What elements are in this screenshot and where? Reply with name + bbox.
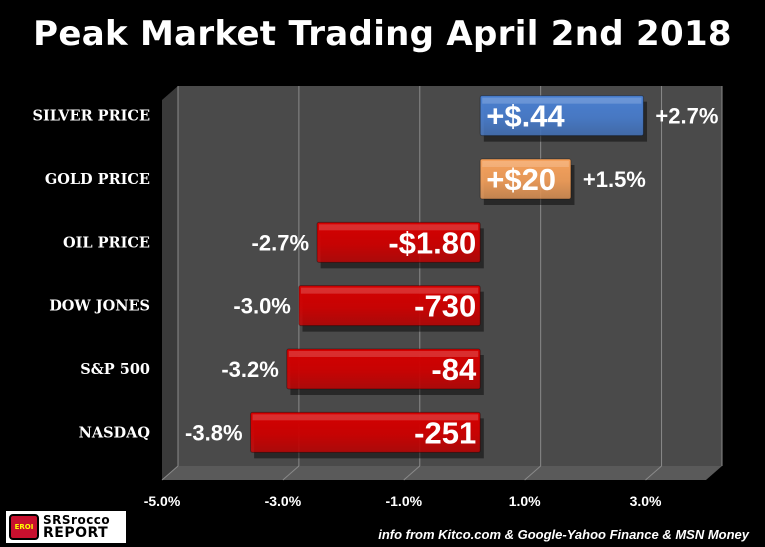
category-label: OIL PRICE bbox=[63, 234, 150, 251]
bar bbox=[479, 95, 644, 137]
category-label: GOLD PRICE bbox=[45, 171, 150, 188]
value-label: +$.44 bbox=[486, 99, 565, 134]
bar-highlight bbox=[252, 414, 479, 421]
plot-side-wall bbox=[162, 86, 178, 480]
gridline-floor bbox=[524, 465, 541, 481]
labels: -5.0% -3.0% -1.0% 1.0% 3.0% SILVER PRICE +$.44… bbox=[33, 99, 719, 509]
gridline-floor bbox=[403, 465, 421, 481]
srsrocco-logo: EROI SRSrocco REPORT bbox=[6, 511, 126, 543]
logo-line2: REPORT bbox=[43, 525, 109, 541]
bar bbox=[316, 221, 481, 263]
bar-highlight bbox=[482, 97, 642, 104]
bar-highlight bbox=[482, 161, 569, 167]
gridline-floor bbox=[161, 465, 179, 481]
value-label: -251 bbox=[414, 415, 476, 450]
bar bbox=[286, 348, 481, 390]
category-label: SILVER PRICE bbox=[33, 108, 150, 125]
gridline-floor bbox=[282, 465, 300, 481]
bar bbox=[479, 158, 572, 200]
percent-label: -2.7% bbox=[252, 230, 309, 255]
chart-title: Peak Market Trading April 2nd 2018 bbox=[33, 14, 732, 54]
bar-highlight bbox=[288, 351, 479, 357]
bar bbox=[298, 285, 481, 327]
category-label: S&P 500 bbox=[80, 361, 150, 378]
x-tick-label: -5.0% bbox=[144, 493, 181, 509]
x-tick-label: -1.0% bbox=[385, 493, 422, 509]
source-note: info from Kitco.com & Google-Yahoo Finan… bbox=[378, 527, 749, 542]
bar bbox=[250, 411, 481, 453]
value-label: -$1.80 bbox=[388, 225, 476, 260]
bar-highlight bbox=[300, 287, 479, 294]
plot-floor bbox=[162, 466, 722, 480]
gridlines bbox=[161, 86, 723, 481]
category-label: DOW JONES bbox=[49, 298, 150, 315]
percent-label: +1.5% bbox=[583, 167, 646, 192]
category-label: NASDAQ bbox=[79, 424, 151, 441]
eroi-logo-icon: EROI bbox=[9, 514, 39, 540]
logo-text: SRSrocco REPORT bbox=[43, 513, 111, 541]
percent-label: -3.8% bbox=[185, 420, 242, 445]
value-label: -84 bbox=[431, 352, 477, 387]
value-label: +$20 bbox=[486, 162, 556, 197]
value-label: -730 bbox=[414, 289, 476, 324]
percent-label: +2.7% bbox=[655, 104, 718, 129]
percent-label: -3.2% bbox=[221, 357, 278, 382]
x-tick-label: -3.0% bbox=[265, 493, 302, 509]
logo-line1: SRSrocco bbox=[43, 513, 111, 527]
plot-background bbox=[178, 86, 722, 466]
x-tick-label: 3.0% bbox=[630, 493, 662, 509]
bar-highlight bbox=[319, 224, 479, 231]
gridline-floor bbox=[645, 465, 662, 481]
percent-label: -3.0% bbox=[233, 294, 290, 319]
bars bbox=[250, 95, 648, 459]
x-tick-label: 1.0% bbox=[509, 493, 541, 509]
